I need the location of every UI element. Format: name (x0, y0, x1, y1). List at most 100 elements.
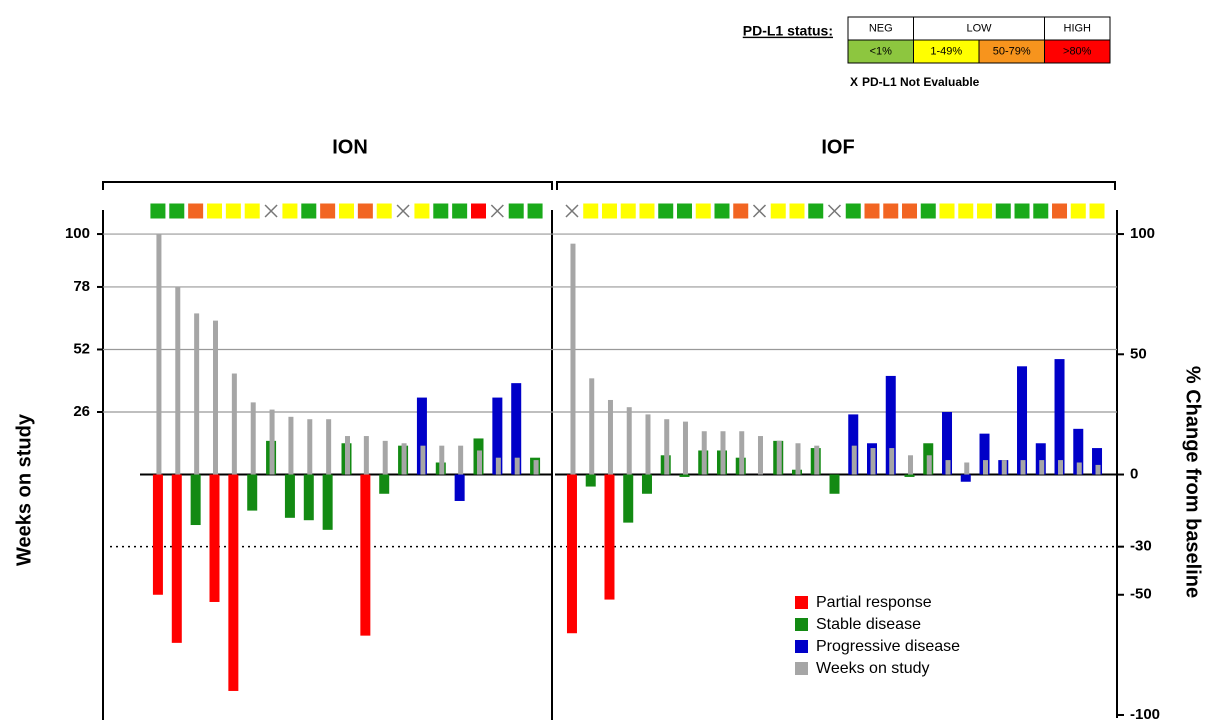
pdl1-not-evaluable (490, 204, 504, 218)
weeks-bar (964, 462, 970, 475)
weeks-bar (664, 419, 670, 475)
change-bar (228, 474, 239, 691)
change-bar (209, 474, 220, 602)
weeks-bar (477, 450, 482, 475)
weeks-bar (739, 431, 745, 475)
weeks-bar (682, 421, 688, 475)
change-bar (416, 397, 427, 475)
pdl1-square (864, 203, 880, 219)
y2-axis-title: % Change from baseline (1182, 366, 1204, 598)
pdl1-not-evaluable (565, 204, 579, 218)
status-header: NEG (869, 22, 893, 34)
y-tick-label: 78 (73, 278, 90, 295)
pdl1-square (225, 203, 241, 219)
weeks-bar (307, 419, 313, 475)
change-bar (848, 414, 859, 475)
weeks-bar (908, 455, 914, 475)
pdl1-square (169, 203, 185, 219)
legend-label: Progressive disease (816, 638, 960, 655)
change-bar (247, 474, 258, 511)
pdl1-square (508, 203, 524, 219)
weeks-bar (439, 445, 445, 475)
y2-tick-label: 50 (1130, 345, 1147, 362)
pdl1-square (452, 203, 468, 219)
legend-label: Weeks on study (816, 660, 930, 677)
pdl1-not-evaluable (396, 204, 410, 218)
weeks-bar (250, 402, 256, 475)
pdl1-square (1014, 203, 1030, 219)
change-bar (190, 474, 201, 526)
status-bin-label: >80% (1063, 45, 1092, 57)
weeks-bar (326, 419, 332, 475)
pdl1-square (527, 203, 543, 219)
y2-tick-label: -50 (1130, 586, 1152, 603)
pdl1-square (958, 203, 974, 219)
pdl1-square (920, 203, 936, 219)
pdl1-square (676, 203, 692, 219)
status-bin-label: 1-49% (930, 45, 962, 57)
pdl1-square (207, 203, 222, 219)
weeks-bar (983, 460, 989, 475)
pdl1-square (282, 203, 298, 219)
change-bar (885, 375, 896, 475)
status-header: LOW (966, 22, 992, 34)
change-bar (679, 474, 690, 477)
legend-swatch (795, 662, 808, 675)
pdl1-square (376, 203, 392, 219)
weeks-bar (269, 409, 275, 475)
y-axis-title: Weeks on study (13, 413, 35, 566)
pdl1-square (620, 203, 636, 219)
weeks-bar (607, 399, 613, 475)
pdl1-square (601, 203, 617, 219)
weeks-bar (889, 448, 895, 475)
pdl1-not-evaluable (827, 204, 842, 218)
change-bar (566, 474, 577, 634)
weeks-bar (420, 445, 426, 475)
weeks-bar (363, 436, 369, 475)
legend-swatch (795, 618, 808, 631)
change-bar (829, 474, 840, 494)
weeks-bar (1020, 460, 1026, 475)
change-bar (604, 474, 615, 600)
pdl1-square (188, 203, 204, 219)
weeks-bar (194, 313, 200, 475)
weeks-bar (495, 457, 501, 475)
pdl1-square (902, 203, 918, 219)
weeks-bar (288, 416, 294, 475)
pdl1-square (414, 203, 430, 219)
change-bar (585, 474, 596, 487)
status-title: PD-L1 status: (743, 23, 833, 39)
change-bar (1092, 448, 1103, 475)
weeks-bar (1058, 460, 1064, 475)
weeks-bar (645, 414, 651, 475)
pdl1-square (939, 203, 955, 219)
pdl1-square (471, 203, 486, 219)
status-bin-label: 50-79% (993, 45, 1031, 57)
panel-title: ION (332, 136, 368, 158)
panel-title: IOF (821, 136, 854, 158)
weeks-bar (626, 407, 632, 475)
pdl1-square (433, 203, 449, 219)
pdl1-square (244, 203, 260, 219)
legend-label: Stable disease (816, 616, 921, 633)
weeks-bar (458, 445, 464, 475)
change-bar (1073, 428, 1084, 475)
legend-swatch (795, 596, 808, 609)
pdl1-square (1033, 203, 1049, 219)
y2-tick-label: -100 (1130, 706, 1160, 722)
pdl1-not-evaluable (752, 204, 767, 218)
pdl1-square (770, 203, 786, 219)
weeks-bar (514, 457, 520, 475)
pdl1-square (995, 203, 1011, 219)
change-bar (942, 412, 953, 475)
not-evaluable-symbol: X (850, 75, 858, 89)
change-bar (152, 474, 163, 595)
weeks-bar (1039, 460, 1045, 475)
change-bar (492, 397, 503, 475)
change-bar (960, 474, 971, 482)
pdl1-square (789, 203, 805, 219)
pdl1-not-evaluable (264, 204, 278, 218)
weeks-bar (926, 455, 932, 475)
change-bar (171, 474, 182, 643)
